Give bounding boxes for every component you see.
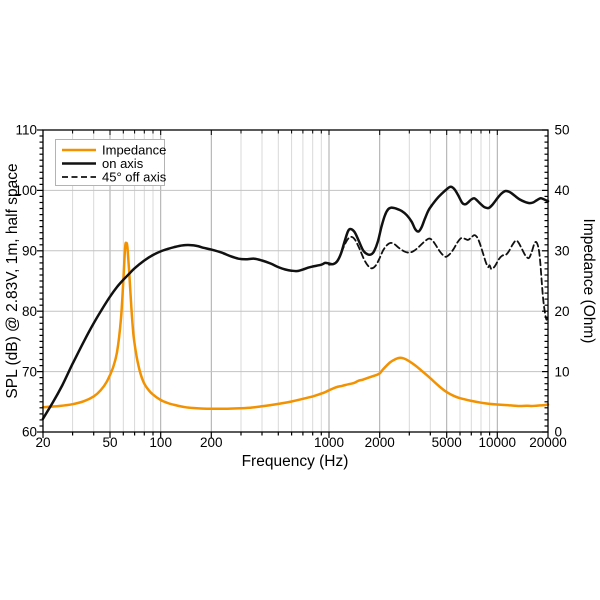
y-left-tick-label: 70: [22, 364, 37, 379]
curves: [41, 185, 550, 420]
curve-on-axis: [41, 185, 550, 420]
x-tick-label: 20000: [529, 435, 567, 450]
y-left-tick-label: 110: [15, 123, 37, 138]
legend-on-axis-label: on axis: [102, 156, 144, 171]
x-tick-label: 10000: [479, 435, 517, 450]
y-right-tick-label: 40: [555, 183, 570, 198]
x-tick-label: 1000: [314, 435, 344, 450]
curve-45-off-axis: [328, 234, 549, 321]
x-tick-label: 50: [102, 435, 117, 450]
x-tick-label: 20: [35, 435, 50, 450]
y-left-tick-label: 90: [22, 244, 37, 259]
y-left-tick-label: 60: [22, 425, 37, 440]
legend-impedance-label: Impedance: [102, 143, 166, 158]
y-right-tick-label: 0: [555, 425, 563, 440]
legend: Impedance on axis 45° off axis: [55, 139, 167, 186]
x-tick-label: 5000: [432, 435, 462, 450]
x-axis-title: Frequency (Hz): [242, 453, 349, 470]
y-right-tick-label: 50: [555, 123, 570, 138]
y-right-tick-label: 10: [555, 364, 570, 379]
y-left-axis-title: SPL (dB) @ 2.83V, 1m, half space: [4, 163, 21, 398]
y-right-axis-title: Impedance (Ohm): [580, 219, 597, 344]
axis-tick-labels: 20 50 100 200 1000 2000 5000 10000 2000060708090…: [14, 123, 569, 450]
y-right-tick-label: 20: [555, 304, 570, 319]
legend-off-axis-label: 45° off axis: [102, 170, 167, 185]
y-left-tick-label: 100: [14, 183, 37, 198]
x-tick-label: 200: [200, 435, 223, 450]
x-tick-label: 100: [149, 435, 172, 450]
axis-ticks: [37, 129, 549, 438]
x-tick-label: 2000: [365, 435, 395, 450]
y-right-tick-label: 30: [555, 244, 570, 259]
curve-impedance: [41, 241, 550, 411]
y-left-tick-label: 80: [22, 304, 37, 319]
